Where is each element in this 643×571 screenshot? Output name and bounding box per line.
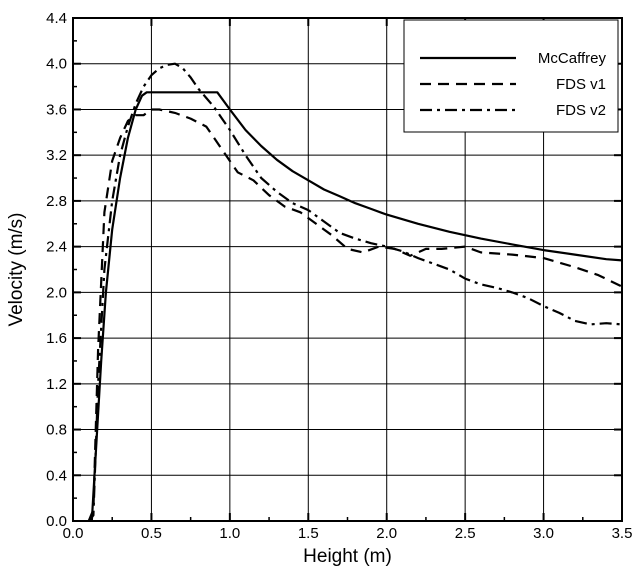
y-tick-label: 4.4 <box>46 10 67 27</box>
x-tick-label: 1.5 <box>298 525 319 542</box>
y-tick-label: 0.8 <box>46 422 67 439</box>
x-tick-label: 0.0 <box>63 525 84 542</box>
legend-label: FDS v2 <box>556 102 606 119</box>
y-tick-label: 2.0 <box>46 284 67 301</box>
y-tick-label: 3.2 <box>46 147 67 164</box>
legend-box <box>403 19 619 133</box>
legend-label: McCaffrey <box>538 50 607 67</box>
tick-marks <box>72 17 623 522</box>
series-layer <box>87 62 623 522</box>
y-tick-label: 2.8 <box>46 193 67 210</box>
y-tick-label: 1.6 <box>46 330 67 347</box>
x-tick-label: 1.0 <box>219 525 240 542</box>
y-tick-label: 0.0 <box>46 513 67 530</box>
series-line-mccaffrey <box>90 91 623 522</box>
y-tick-label: 1.2 <box>46 376 67 393</box>
x-tick-label: 3.5 <box>612 525 633 542</box>
x-tick-label: 2.0 <box>376 525 397 542</box>
x-tick-label: 2.5 <box>455 525 476 542</box>
y-tick-label: 0.4 <box>46 467 67 484</box>
x-tick-labels: 0.0 0.5 1.0 1.5 2.0 2.5 3.0 3.5 <box>63 525 633 542</box>
y-tick-label: 2.4 <box>46 239 67 256</box>
x-tick-label: 3.0 <box>533 525 554 542</box>
x-tick-label: 0.5 <box>141 525 162 542</box>
y-axis-title: Velocity (m/s) <box>6 212 27 326</box>
legend: McCaffrey FDS v1 FDS v2 <box>403 19 619 133</box>
y-tick-label: 3.6 <box>46 101 67 118</box>
series-line-fds-v1 <box>87 108 623 522</box>
y-tick-labels: 0.0 0.4 0.8 1.2 1.6 2.0 2.4 2.8 3.2 3.6 4.0 4.4 <box>46 10 67 530</box>
series-line-fds-v2 <box>87 62 623 522</box>
y-tick-label: 4.0 <box>46 56 67 73</box>
legend-label: FDS v1 <box>556 76 606 93</box>
x-axis-title: Height (m) <box>303 546 392 567</box>
